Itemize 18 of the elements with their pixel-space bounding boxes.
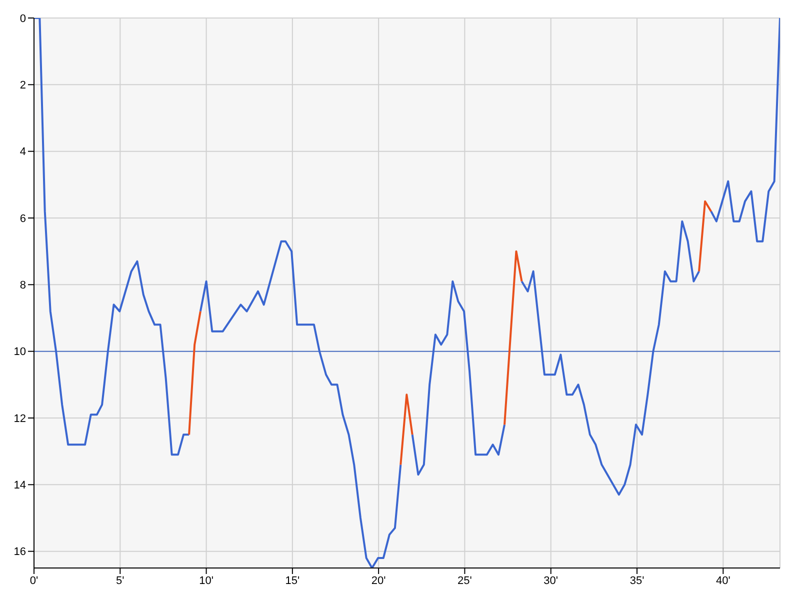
x-tick-label: 5' xyxy=(116,574,124,587)
y-tick-label: 16 xyxy=(14,546,26,558)
y-tick-label: 0 xyxy=(20,12,26,25)
y-tick-label: 6 xyxy=(20,212,26,225)
y-tick-label: 8 xyxy=(20,280,26,292)
y-tick-label: 12 xyxy=(14,412,26,425)
y-tick-label: 14 xyxy=(14,480,26,492)
x-tick-label: 0' xyxy=(30,574,38,587)
y-tick-label: 2 xyxy=(20,80,26,92)
x-tick-label: 25' xyxy=(458,574,472,587)
y-tick-label: 10 xyxy=(14,346,26,358)
x-tick-label: 20' xyxy=(371,574,386,587)
x-tick-label: 35' xyxy=(630,574,644,587)
y-tick-label: 4 xyxy=(20,146,26,158)
x-tick-label: 40' xyxy=(716,574,730,587)
x-tick-label: 30' xyxy=(544,574,558,587)
x-tick-label: 10' xyxy=(199,574,214,587)
x-tick-label: 15' xyxy=(285,574,300,587)
